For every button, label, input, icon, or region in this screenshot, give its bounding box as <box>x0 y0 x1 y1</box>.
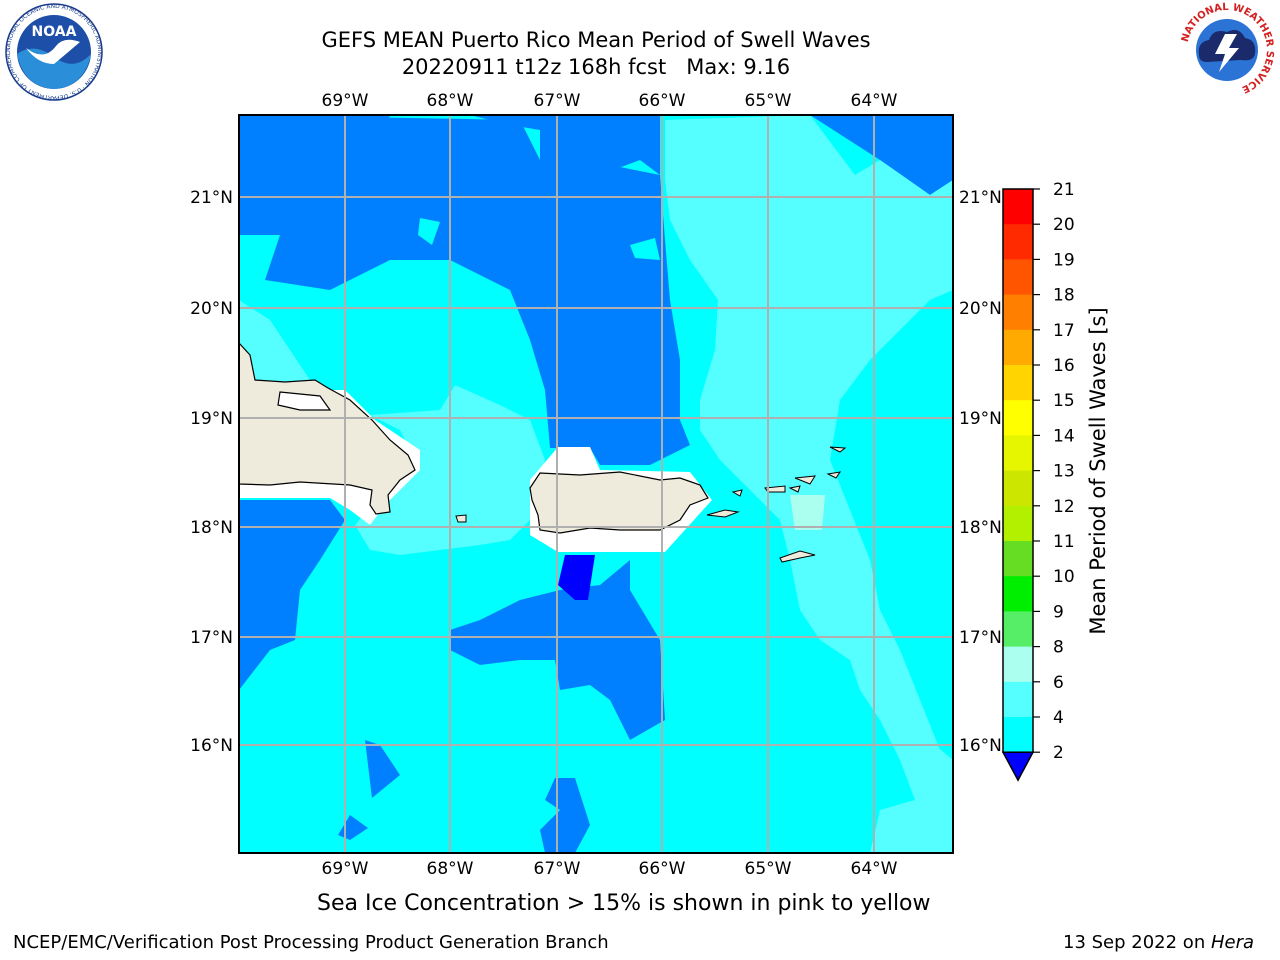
colorbar-swatch <box>1003 576 1033 612</box>
lat-label: 18°N <box>959 518 1002 538</box>
colorbar-tick-label: 20 <box>1053 215 1075 235</box>
colorbar-swatch <box>1003 470 1033 507</box>
lon-label: 66°W <box>639 91 686 111</box>
lat-label: 18°N <box>190 518 233 538</box>
lat-label: 20°N <box>959 299 1002 319</box>
hispaniola <box>238 341 416 515</box>
lon-labels-top: 69°W 68°W 67°W 66°W 65°W 64°W <box>322 91 898 111</box>
footer-date: 13 Sep 2022 on <box>1063 932 1211 953</box>
lon-label: 66°W <box>639 859 686 879</box>
lon-label: 67°W <box>534 859 581 879</box>
footer-credit: NCEP/EMC/Verification Post Processing Pr… <box>13 932 609 953</box>
sea-ice-caption: Sea Ice Concentration > 15% is shown in … <box>317 891 931 916</box>
land <box>238 341 847 563</box>
chart-title: GEFS MEAN Puerto Rico Mean Period of Swe… <box>321 28 871 52</box>
lon-label: 68°W <box>427 91 474 111</box>
colorbar-tick-label: 21 <box>1053 180 1075 200</box>
lon-label: 65°W <box>745 859 792 879</box>
colorbar-swatch <box>1003 365 1033 401</box>
colorbar-tick-label: 14 <box>1053 426 1075 446</box>
colorbar-tick-label: 13 <box>1053 462 1075 482</box>
colorbar-label: Mean Period of Swell Waves [s] <box>1086 307 1110 634</box>
noaa-logo-text: NOAA <box>32 24 77 40</box>
colorbar-under-arrow <box>1001 751 1035 782</box>
colorbar-tick-label: 16 <box>1053 356 1075 376</box>
lat-label: 20°N <box>190 299 233 319</box>
noaa-logo: NATIONAL OCEANIC AND ATMOSPHERIC ADMINIS… <box>4 2 103 101</box>
lat-label: 21°N <box>190 188 233 208</box>
colorbar-tick-label: 19 <box>1053 250 1075 270</box>
lat-label: 16°N <box>190 736 233 756</box>
colorbar-swatch <box>1003 541 1033 577</box>
colorbar-swatch <box>1003 681 1033 718</box>
lat-label: 19°N <box>190 409 233 429</box>
colorbar-swatch <box>1003 259 1033 296</box>
lon-label: 64°W <box>851 91 898 111</box>
graticule <box>239 115 953 853</box>
lon-label: 68°W <box>427 859 474 879</box>
lat-label: 19°N <box>959 409 1002 429</box>
lon-label: 69°W <box>322 91 369 111</box>
colorbar: 21 20 19 18 17 16 15 14 13 12 11 10 9 8 6 4 2 <box>1001 180 1075 782</box>
colorbar-swatch <box>1003 611 1033 648</box>
colorbar-tick-label: 9 <box>1053 602 1064 622</box>
lon-label: 65°W <box>745 91 792 111</box>
lat-label: 17°N <box>190 628 233 648</box>
colorbar-swatch <box>1003 224 1033 260</box>
colorbar-swatch <box>1003 400 1033 436</box>
map-frame <box>238 114 954 854</box>
footer-timestamp: 13 Sep 2022 on Hera <box>1063 932 1254 953</box>
colorbar-tick-label: 11 <box>1053 532 1075 552</box>
colorbar-tick-label: 18 <box>1053 286 1075 306</box>
colorbar-swatch <box>1003 505 1033 542</box>
colorbar-swatch <box>1003 294 1033 331</box>
colorbar-tick-label: 8 <box>1053 638 1064 658</box>
colorbar-tick-label: 4 <box>1053 708 1064 728</box>
nws-logo: NATIONAL WEATHER SERVICE <box>1180 2 1275 97</box>
lon-label: 69°W <box>322 859 369 879</box>
lat-label: 16°N <box>959 736 1002 756</box>
colorbar-tick-label: 2 <box>1053 743 1064 763</box>
colorbar-tick-label: 6 <box>1053 673 1064 693</box>
colorbar-tick-label: 15 <box>1053 391 1075 411</box>
lon-label: 64°W <box>851 859 898 879</box>
colorbar-tick-label: 17 <box>1053 321 1075 341</box>
lat-labels-right: 21°N 20°N 19°N 18°N 17°N 16°N <box>959 188 1002 756</box>
colorbar-swatch <box>1003 435 1033 472</box>
colorbar-swatch <box>1003 189 1033 225</box>
colorbar-swatch <box>1003 646 1033 683</box>
lat-label: 17°N <box>959 628 1002 648</box>
lat-label: 21°N <box>959 188 1002 208</box>
colorbar-tick-label: 10 <box>1053 567 1075 587</box>
lon-label: 67°W <box>534 91 581 111</box>
lat-labels-left: 21°N 20°N 19°N 18°N 17°N 16°N <box>190 188 233 756</box>
lon-labels-bottom: 69°W 68°W 67°W 66°W 65°W 64°W <box>322 859 898 879</box>
chart-subtitle: 20220911 t12z 168h fcst Max: 9.16 <box>401 55 791 79</box>
colorbar-swatch <box>1003 329 1033 366</box>
footer-host: Hera <box>1210 932 1254 953</box>
colorbar-swatch <box>1003 717 1033 753</box>
colorbar-tick-label: 12 <box>1053 497 1075 517</box>
